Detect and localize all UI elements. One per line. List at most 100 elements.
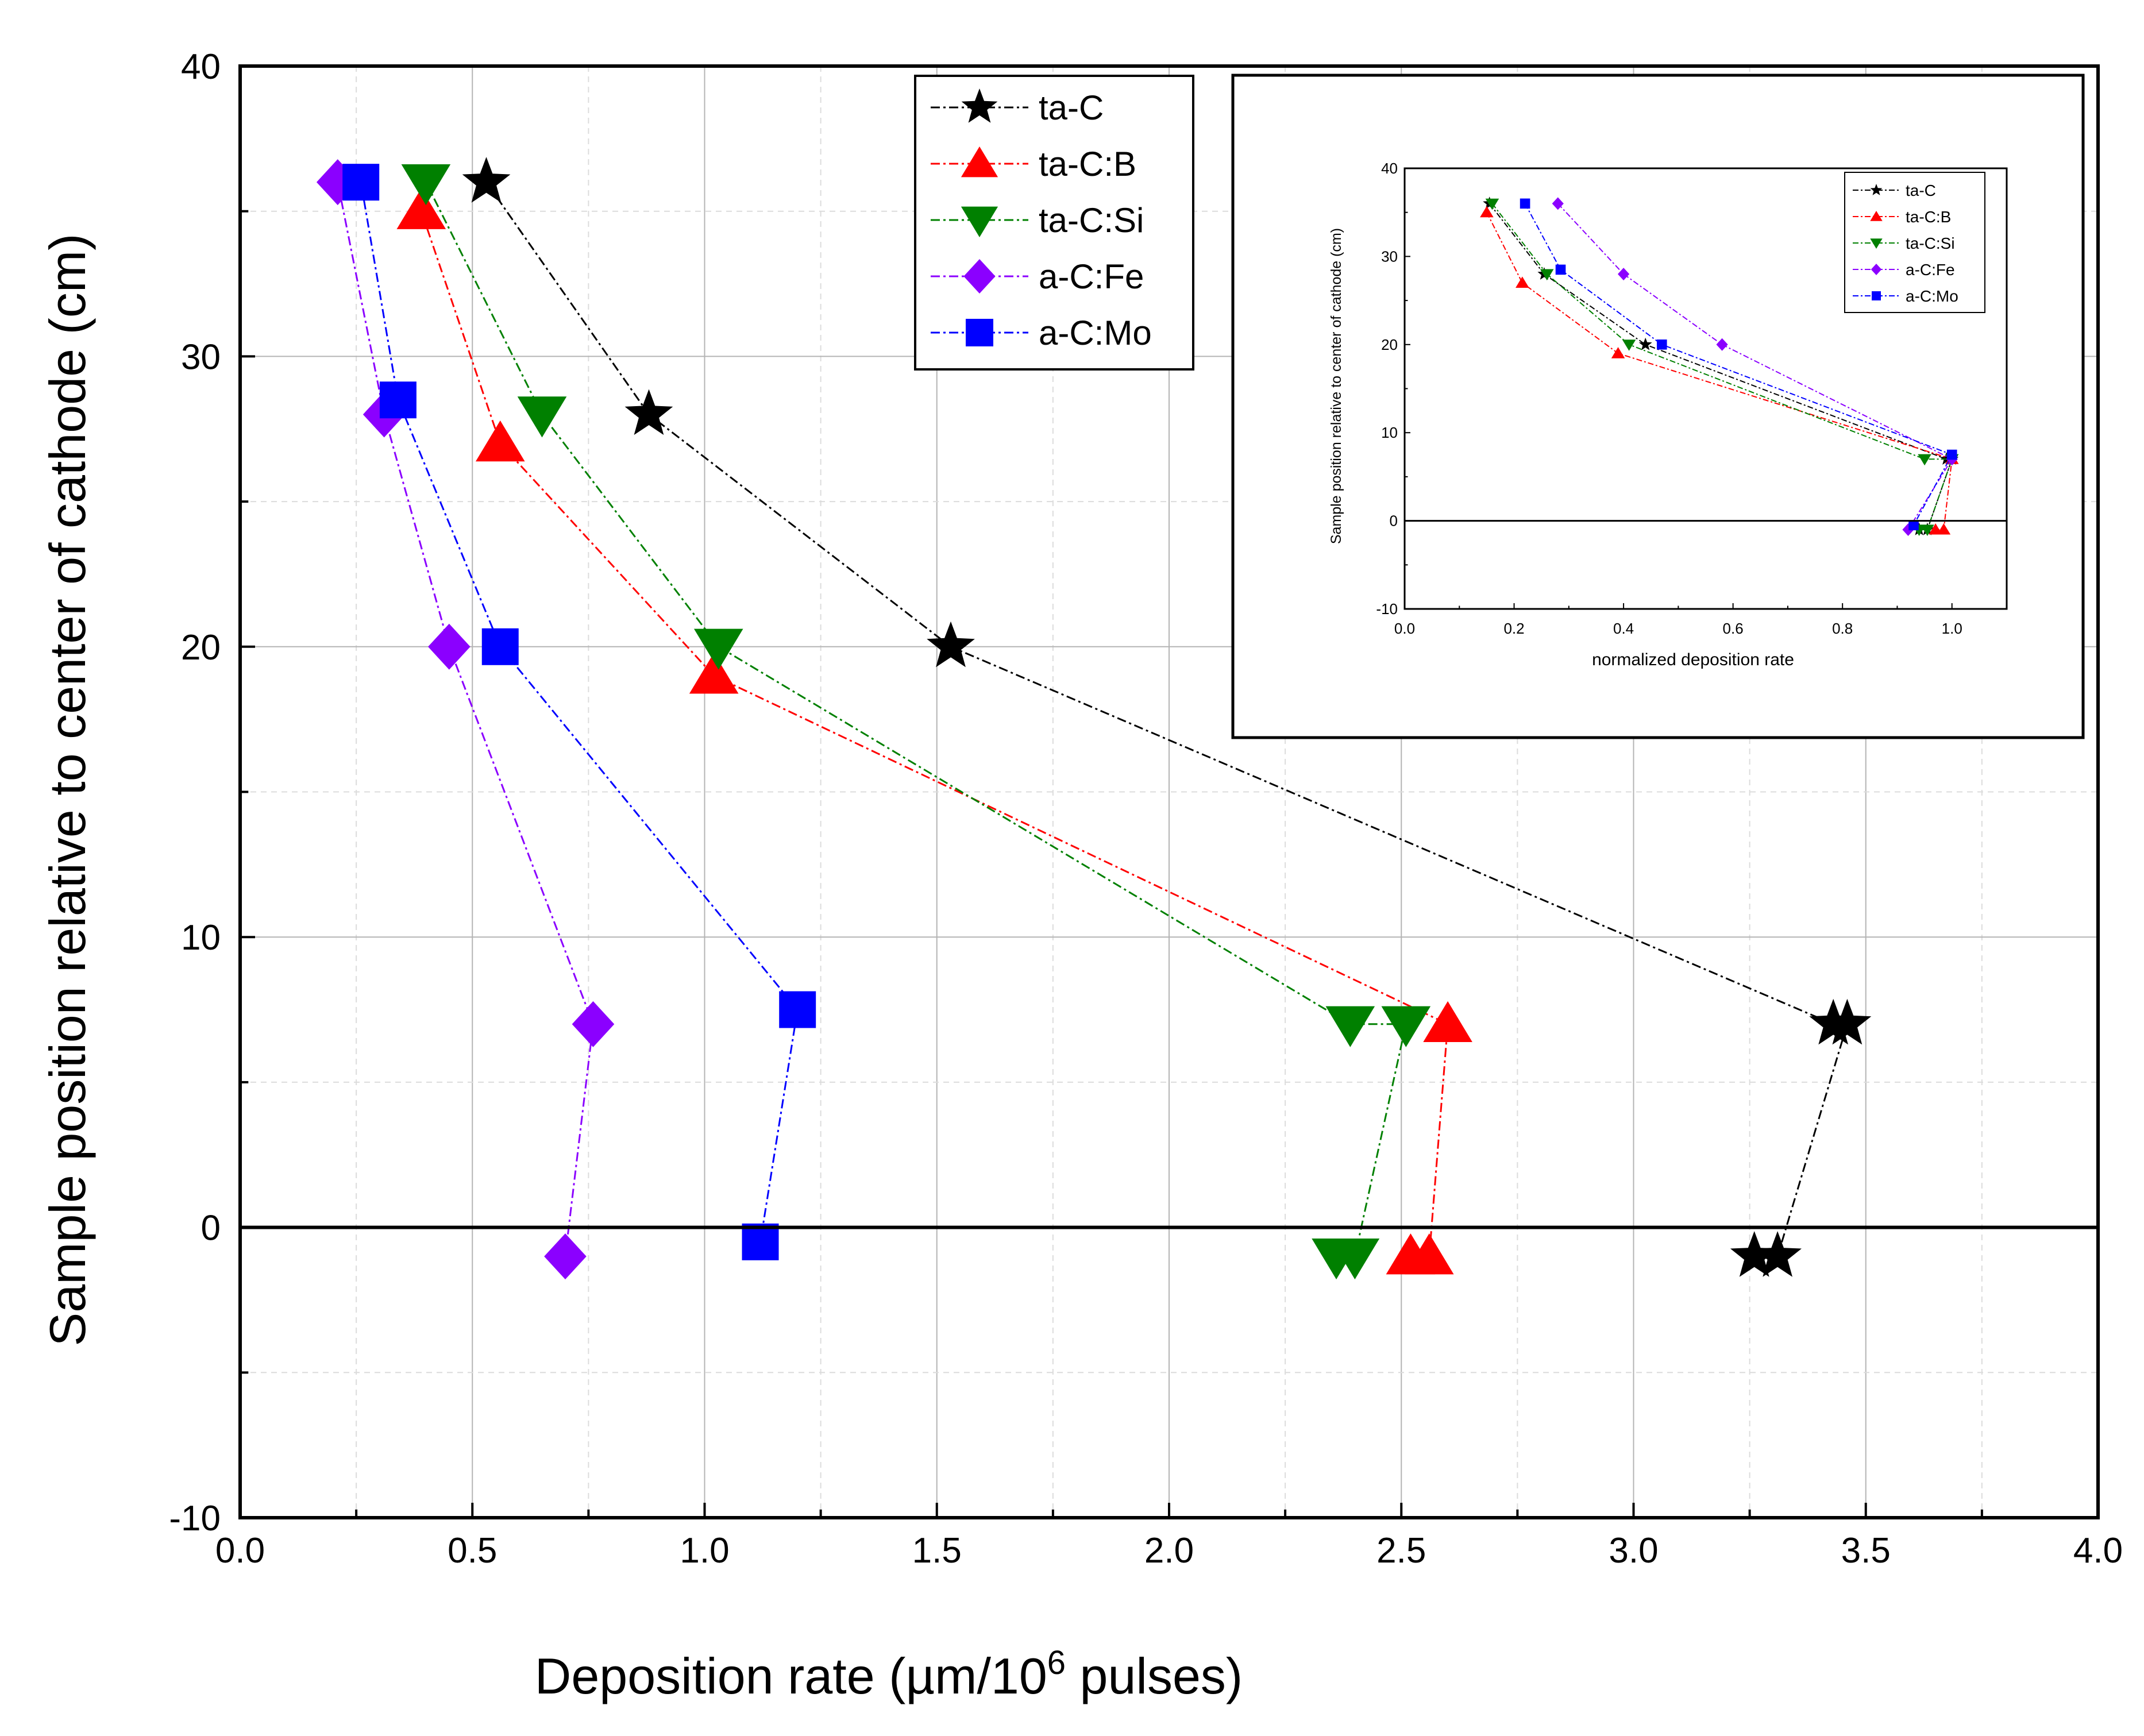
main-x-axis-title: Deposition rate (µm/106 pulses): [535, 1644, 1243, 1704]
main-series-ta-c-si: [401, 164, 1431, 1280]
main-point-ta-c-si: [1381, 1006, 1431, 1047]
main-legend-entry-ta-c: ta-C: [931, 88, 1104, 127]
main-series-line-ta-c-b: [420, 211, 1449, 1257]
inset-legend-marker: [1870, 211, 1883, 221]
main-legend-marker: [961, 206, 998, 237]
main-point-ta-c-b: [475, 421, 525, 462]
main-legend-marker: [961, 146, 998, 178]
inset-legend-label: ta-C:B: [1906, 208, 1951, 226]
main-legend-entry-a-c-mo: a-C:Mo: [931, 314, 1152, 352]
main-y-tick-label: 10: [181, 918, 221, 958]
inset-x-tick-label: 0.6: [1723, 620, 1744, 637]
main-point-a-c-mo: [742, 1223, 779, 1260]
inset-x-tick-label: 0.0: [1394, 620, 1415, 637]
main-legend-label: ta-C:B: [1039, 145, 1136, 183]
inset-legend-marker: [1870, 238, 1883, 249]
main-x-axis-title-unit: µm/10: [905, 1648, 1047, 1704]
main-point-ta-c: [927, 621, 975, 668]
inset-legend-entry-ta-c-b: ta-C:B: [1853, 208, 1951, 226]
main-point-a-c-mo: [481, 628, 519, 665]
main-point-a-c-mo: [342, 164, 380, 201]
inset-series-line-a-c-mo: [1524, 203, 1953, 526]
main-series-ta-c-b: [396, 188, 1472, 1275]
main-legend-entry-ta-c-b: ta-C:B: [931, 145, 1136, 183]
main-y-tick-label: 0: [201, 1209, 221, 1248]
main-point-a-c-fe: [572, 1001, 615, 1047]
inset-y-axis-title: Sample position relative to center of ca…: [1328, 228, 1344, 544]
main-point-ta-c: [1730, 1231, 1779, 1277]
inset-y-tick-labels: -10 0 10 20 30 40: [1376, 160, 1398, 618]
inset-legend-entry-a-c-fe: a-C:Fe: [1853, 261, 1955, 279]
inset-point-a-c-fe: [1716, 338, 1728, 351]
main-point-a-c-mo: [779, 991, 816, 1028]
main-point-a-c-fe: [428, 623, 471, 670]
inset-legend-label: ta-C: [1906, 182, 1936, 199]
main-point-ta-c: [462, 157, 511, 203]
main-point-ta-c-si: [1312, 1238, 1361, 1280]
inset-point-ta-c-b: [1516, 276, 1529, 288]
inset-legend-label: a-C:Fe: [1906, 261, 1955, 279]
inset-point-ta-c: [1939, 452, 1953, 465]
inset-legend-label: ta-C:Si: [1906, 234, 1955, 252]
main-x-axis-title-superscript: 6: [1047, 1644, 1066, 1681]
main-point-ta-c-si: [517, 396, 567, 438]
inset-legend-marker: [1871, 264, 1882, 275]
inset-chart: 0.0 0.2 0.4 0.6 0.8 1.0 -10 0 10 20 30 40 normaliz…: [1231, 74, 2085, 739]
inset-x-tick-labels: 0.0 0.2 0.4 0.6 0.8 1.0: [1394, 620, 1962, 637]
main-legend-label: ta-C:Si: [1039, 201, 1144, 240]
inset-point-a-c-mo: [1555, 264, 1566, 275]
main-x-tick-label: 2.5: [1376, 1531, 1426, 1571]
main-y-tick-label: -10: [169, 1499, 221, 1538]
main-legend-label: a-C:Fe: [1039, 257, 1144, 296]
main-x-tick-label: 4.0: [2073, 1531, 2123, 1571]
main-x-tick-label: 1.0: [680, 1531, 729, 1571]
inset-point-ta-c-si: [1622, 340, 1636, 351]
main-point-ta-c-b: [1423, 1001, 1472, 1043]
main-y-tick-labels: -10 0 10 20 30 40: [169, 47, 221, 1538]
main-series: [316, 157, 1872, 1280]
inset-point-a-c-mo: [1908, 520, 1919, 531]
main-x-tick-label: 0.0: [215, 1531, 265, 1571]
inset-legend-label: a-C:Mo: [1906, 287, 1958, 305]
inset-point-a-c-fe: [1552, 197, 1564, 210]
main-point-ta-c-b: [396, 188, 446, 229]
main-x-tick-label: 2.0: [1144, 1531, 1194, 1571]
main-point-ta-c-b: [1386, 1233, 1436, 1275]
main-legend-entry-a-c-fe: a-C:Fe: [931, 257, 1144, 296]
main-legend-marker: [961, 88, 998, 123]
inset-point-ta-c-b: [1929, 523, 1942, 535]
main-point-ta-c-b: [689, 653, 739, 694]
inset-legend-marker: [1870, 184, 1883, 195]
main-x-tick-label: 3.0: [1609, 1531, 1658, 1571]
inset-legend-entry-ta-c-si: ta-C:Si: [1853, 234, 1955, 252]
main-point-ta-c-si: [693, 628, 743, 670]
inset-point-a-c-fe: [1617, 268, 1630, 281]
main-point-ta-c: [624, 389, 673, 435]
main-point-ta-c-si: [401, 164, 451, 206]
main-x-axis-title-suffix: pulses): [1066, 1648, 1243, 1704]
main-y-tick-label: 30: [181, 337, 221, 377]
main-x-tick-label: 0.5: [448, 1531, 497, 1571]
main-point-ta-c-si: [1325, 1006, 1375, 1047]
main-series-ta-c: [462, 157, 1872, 1277]
inset-x-tick-label: 1.0: [1942, 620, 1962, 637]
inset-point-ta-c-si: [1918, 454, 1931, 466]
inset-x-axis-title: normalized deposition rate: [1592, 650, 1794, 669]
inset-ticks: [1404, 168, 2007, 609]
main-point-a-c-fe: [544, 1233, 587, 1280]
main-legend-label: ta-C: [1039, 88, 1104, 127]
inset-x-tick-label: 0.8: [1832, 620, 1853, 637]
inset-y-tick-label: 30: [1381, 248, 1398, 265]
inset-y-tick-label: 40: [1381, 160, 1398, 177]
inset-point-a-c-mo: [1946, 449, 1957, 460]
main-legend: ta-C ta-C:B ta-C:Si a-C:Fe a-C:Mo: [914, 75, 1194, 371]
inset-legend-entry-a-c-mo: a-C:Mo: [1853, 287, 1958, 305]
inset-point-ta-c-si: [1540, 269, 1554, 281]
main-legend-entry-ta-c-si: ta-C:Si: [931, 201, 1144, 240]
main-ticks: [239, 65, 2099, 1519]
inset-legend-entry-ta-c: ta-C: [1853, 182, 1936, 199]
main-y-axis-title: Sample position relative to center of ca…: [39, 234, 96, 1347]
inset-legend-entries: ta-C ta-C:B ta-C:Si a-C:Fe a-C:Mo: [1853, 182, 1958, 305]
main-x-tick-label: 3.5: [1841, 1531, 1891, 1571]
